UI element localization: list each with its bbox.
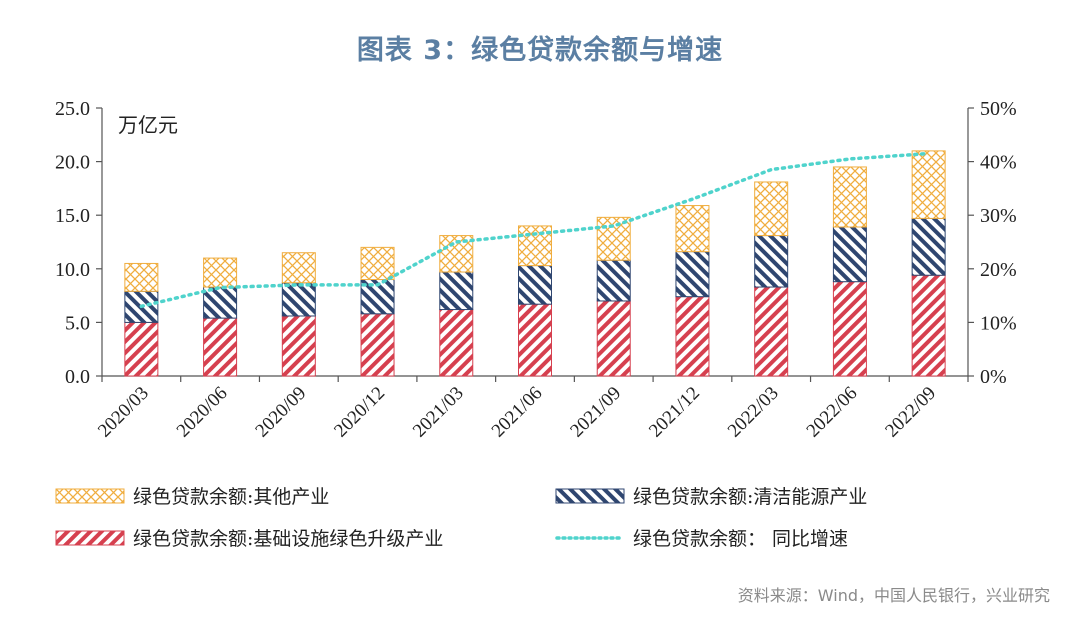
y-tick-label-right: 30% [980,205,1017,227]
source-note: 资料来源：Wind，中国人民银行，兴业研究 [737,586,1050,605]
y-tick-label-right: 40% [980,152,1017,174]
y-tick-label-left: 5.0 [65,312,90,334]
y-tick-label-left: 10.0 [55,259,90,281]
x-tick-label: 2021/09 [566,383,625,442]
legend-swatch-clean [555,488,625,503]
x-tick-label: 2022/06 [803,383,862,442]
bar-other [675,205,710,253]
x-tick-label: 2021/06 [488,383,547,442]
bar-other [596,216,631,261]
bar-infrastructure [754,286,789,377]
bar-other [360,246,395,281]
legend-item-growth: 绿色贷款余额： 同比增速 [555,524,848,551]
y-tick-label-right: 10% [980,312,1017,334]
bar-other [832,166,867,228]
bar-other [203,257,238,288]
legend-swatch-growth [555,535,625,540]
bar-infrastructure [124,321,159,377]
y-tick-label-right: 20% [980,259,1017,281]
legend-label-other: 绿色贷款余额:其他产业 [133,486,330,508]
legend-item-other: 绿色贷款余额:其他产业 [55,482,329,509]
legend-swatch-infra [55,530,125,545]
y-tick-label-left: 0.0 [65,366,90,388]
bar-infrastructure [518,303,552,377]
y-tick-label-right: 50% [980,98,1017,120]
x-tick-label: 2020/09 [251,383,310,442]
bar-infrastructure [911,274,946,377]
bar-other [124,262,159,292]
legend-item-infra: 绿色贷款余额:基础设施绿色升级产业 [55,524,443,551]
bar-other [754,181,789,237]
bar-clean-energy [832,226,867,283]
bar-clean-energy [518,265,552,305]
bar-infrastructure [439,309,474,377]
y-axis-unit-label: 万亿元 [118,113,178,137]
bar-clean-energy [281,282,316,317]
legend-label-clean: 绿色贷款余额:清洁能源产业 [633,486,868,508]
bar-infrastructure [832,281,867,377]
bar-clean-energy [911,217,946,276]
bar-infrastructure [203,317,238,377]
bar-clean-energy [675,251,710,298]
x-tick-label: 2020/12 [330,383,389,442]
bar-infrastructure [596,300,631,377]
y-tick-label-left: 20.0 [55,152,90,174]
legend-swatch-other [55,488,125,503]
bar-clean-energy [596,259,631,302]
bar-other [281,252,316,284]
x-tick-label: 2022/09 [881,383,940,442]
legend-item-clean: 绿色贷款余额:清洁能源产业 [555,482,867,509]
y-tick-label-left: 15.0 [55,205,90,227]
page-title: 图表 3：绿色贷款余额与增速 [356,35,724,66]
x-tick-label: 2020/03 [94,383,153,442]
x-tick-label: 2022/03 [724,383,783,442]
bar-other [911,150,946,219]
bar-infrastructure [675,296,710,377]
chart-bars [124,150,946,377]
legend-label-infra: 绿色贷款余额:基础设施绿色升级产业 [133,528,444,550]
bar-infrastructure [281,315,316,377]
bar-clean-energy [439,271,474,311]
x-tick-label: 2021/12 [645,383,704,442]
bar-infrastructure [360,313,395,377]
y-tick-label-left: 25.0 [55,98,90,120]
chart-line [139,151,931,309]
x-tick-label: 2020/06 [173,383,232,442]
y-tick-label-right: 0% [980,366,1007,388]
bar-clean-energy [203,286,238,319]
legend-label-growth: 绿色贷款余额： 同比增速 [633,528,849,550]
x-tick-label: 2021/03 [409,383,468,442]
bar-clean-energy [754,235,789,288]
